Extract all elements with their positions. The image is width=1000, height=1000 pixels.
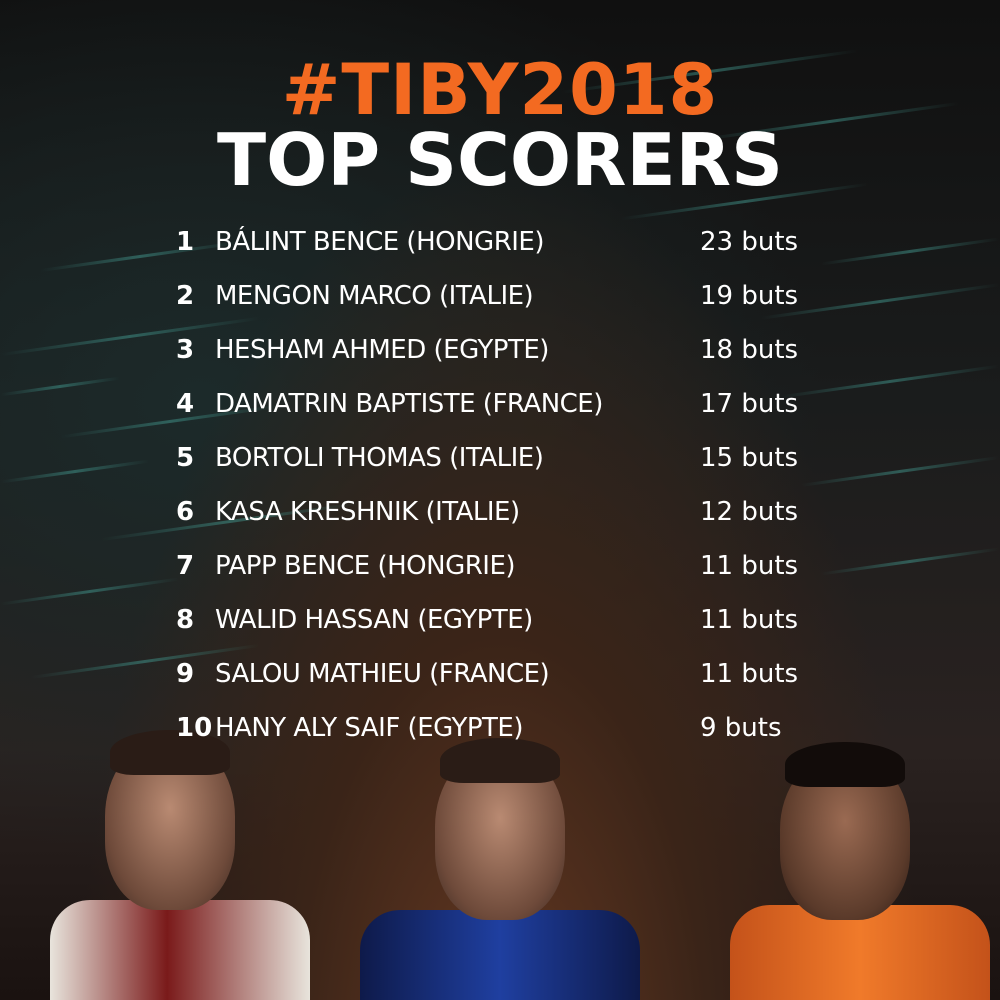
scorer-goals: 15 buts	[700, 443, 799, 473]
player-photo-left	[40, 730, 320, 1000]
scorer-row: 4 DAMATRIN BAPTISTE (FRANCE) 17 buts	[0, 384, 1000, 424]
scorer-goals: 11 buts	[700, 551, 799, 581]
scorer-rank: 8	[176, 605, 195, 635]
scorer-row: 7 PAPP BENCE (HONGRIE) 11 buts	[0, 546, 1000, 586]
scorer-goals: 23 buts	[700, 227, 799, 257]
scorer-name: SALOU MATHIEU (FRANCE)	[215, 659, 550, 689]
scorer-rank: 5	[176, 443, 195, 473]
scorer-rank: 10	[176, 713, 213, 743]
scorer-rank: 4	[176, 389, 195, 419]
scorer-goals: 11 buts	[700, 659, 799, 689]
scorer-name: WALID HASSAN (EGYPTE)	[215, 605, 533, 635]
scorer-name: PAPP BENCE (HONGRIE)	[215, 551, 516, 581]
scorer-rank: 3	[176, 335, 195, 365]
scorer-rank: 9	[176, 659, 195, 689]
scorer-name: BORTOLI THOMAS (ITALIE)	[215, 443, 544, 473]
scorer-row: 3 HESHAM AHMED (EGYPTE) 18 buts	[0, 330, 1000, 370]
scorer-row: 1 BÁLINT BENCE (HONGRIE) 23 buts	[0, 222, 1000, 262]
scorer-name: HESHAM AHMED (EGYPTE)	[215, 335, 549, 365]
scorer-goals: 12 buts	[700, 497, 799, 527]
scorer-row: 10 HANY ALY SAIF (EGYPTE) 9 buts	[0, 708, 1000, 748]
scorer-row: 9 SALOU MATHIEU (FRANCE) 11 buts	[0, 654, 1000, 694]
scorer-name: KASA KRESHNIK (ITALIE)	[215, 497, 520, 527]
scorer-row: 8 WALID HASSAN (EGYPTE) 11 buts	[0, 600, 1000, 640]
scorer-name: DAMATRIN BAPTISTE (FRANCE)	[215, 389, 603, 419]
scorer-goals: 17 buts	[700, 389, 799, 419]
scorer-row: 2 MENGON MARCO (ITALIE) 19 buts	[0, 276, 1000, 316]
scorer-goals: 11 buts	[700, 605, 799, 635]
player-photo-right	[720, 730, 1000, 1000]
scorer-name: MENGON MARCO (ITALIE)	[215, 281, 534, 311]
scorer-goals: 9 buts	[700, 713, 782, 743]
scorer-name: HANY ALY SAIF (EGYPTE)	[215, 713, 524, 743]
scorer-row: 5 BORTOLI THOMAS (ITALIE) 15 buts	[0, 438, 1000, 478]
scorer-rank: 6	[176, 497, 195, 527]
scorer-rank: 7	[176, 551, 195, 581]
scorer-goals: 18 buts	[700, 335, 799, 365]
page-title: TOP SCORERS	[217, 118, 783, 202]
hashtag-title: #TIBY2018	[281, 49, 719, 131]
scorer-name: BÁLINT BENCE (HONGRIE)	[215, 227, 545, 257]
scorer-row: 6 KASA KRESHNIK (ITALIE) 12 buts	[0, 492, 1000, 532]
scorer-goals: 19 buts	[700, 281, 799, 311]
scorer-rank: 2	[176, 281, 195, 311]
player-photo-center	[360, 730, 640, 1000]
scorer-rank: 1	[176, 227, 195, 257]
